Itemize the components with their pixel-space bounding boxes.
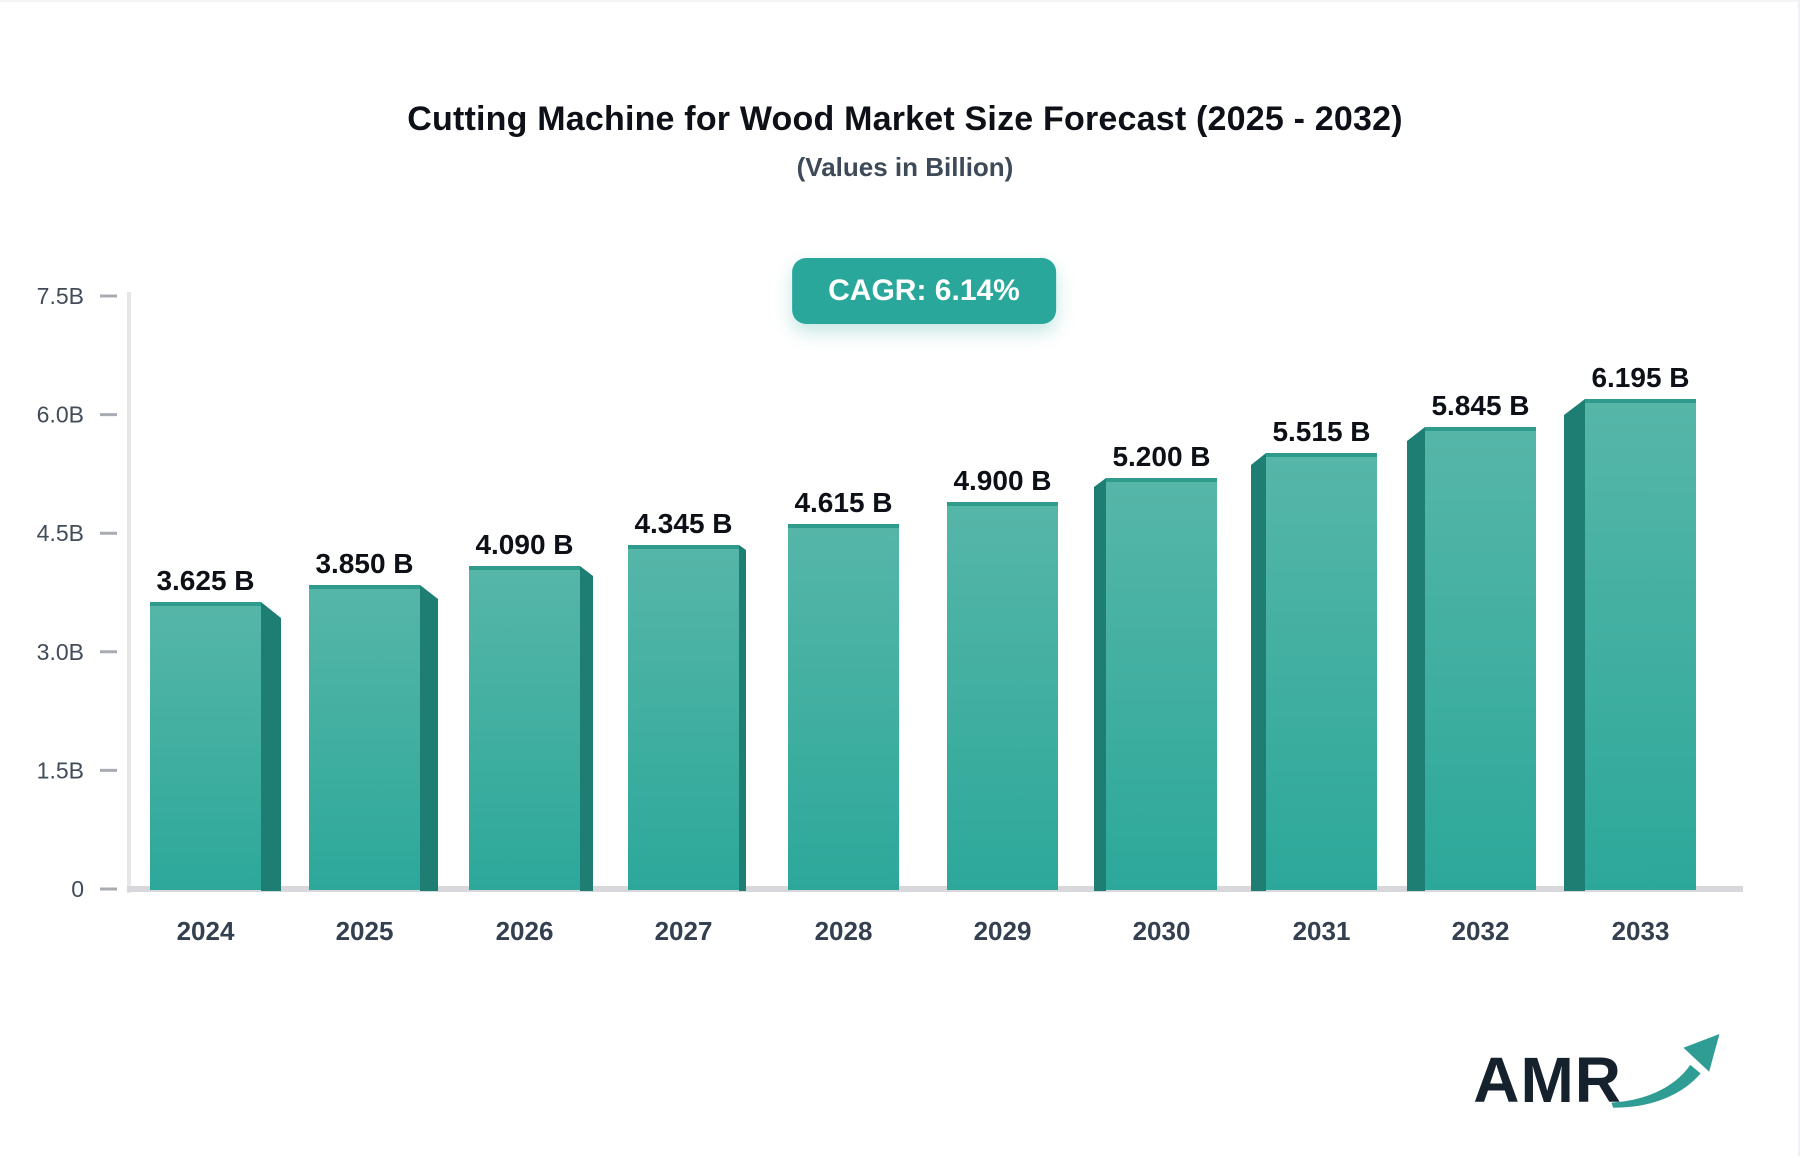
bar-top-edge: [1425, 427, 1536, 431]
x-axis-label: 2030: [1133, 916, 1191, 946]
bar-value-label: 4.615 B: [794, 487, 892, 518]
bar-value-label: 3.625 B: [156, 565, 254, 596]
bar-side-face: [1407, 427, 1425, 891]
bar-2033: [1585, 399, 1696, 890]
amr-logo: AMR: [1473, 1030, 1728, 1112]
bar-value-label: 3.850 B: [315, 548, 413, 579]
y-tick-label: 0: [71, 876, 84, 902]
amr-logo-text: AMR: [1473, 1044, 1622, 1116]
y-tick-label: 4.5B: [37, 520, 84, 546]
bar-top-edge: [788, 524, 899, 528]
bar-2031: [1266, 453, 1377, 890]
bar-2026: [469, 566, 580, 890]
bar-2029: [947, 502, 1058, 890]
bar-side-face: [1251, 453, 1266, 891]
bar-2028: [788, 524, 899, 890]
x-axis-label: 2025: [336, 916, 394, 946]
cagr-badge: CAGR: 6.14%: [792, 258, 1056, 324]
bar-2030: [1106, 478, 1217, 890]
bar-value-label: 4.090 B: [475, 529, 573, 560]
bar-top-edge: [1585, 399, 1696, 403]
x-axis-label: 2027: [655, 916, 713, 946]
y-tick-label: 6.0B: [37, 402, 84, 428]
y-tick-label: 3.0B: [37, 639, 84, 665]
bar-top-edge: [309, 585, 420, 589]
bar-2025: [309, 585, 420, 890]
growth-arrow-icon: [1611, 1034, 1720, 1108]
bar-2032: [1425, 427, 1536, 890]
page-subtitle: (Values in Billion): [796, 152, 1014, 182]
bar-side-face: [739, 545, 746, 891]
bar-value-label: 4.900 B: [953, 465, 1051, 496]
bar-side-face: [1094, 478, 1106, 891]
x-axis-label: 2032: [1452, 916, 1510, 946]
bar-2027: [628, 545, 739, 890]
x-axis-label: 2024: [177, 916, 235, 946]
bar-2024: [150, 602, 261, 890]
y-axis-line: [127, 292, 131, 893]
bar-value-label: 6.195 B: [1591, 362, 1689, 393]
page-title: Cutting Machine for Wood Market Size For…: [407, 100, 1403, 138]
bar-value-label: 5.845 B: [1431, 390, 1529, 421]
x-axis-label: 2029: [974, 916, 1032, 946]
bar-side-face: [1564, 399, 1585, 891]
x-axis-label: 2031: [1293, 916, 1351, 946]
bar-top-edge: [628, 545, 739, 549]
x-axis-label: 2028: [815, 916, 873, 946]
y-tick-label: 1.5B: [37, 757, 84, 783]
bar-side-face: [261, 602, 281, 891]
bar-top-edge: [1266, 453, 1377, 457]
bar-side-face: [580, 566, 593, 891]
bar-top-edge: [150, 602, 261, 606]
bar-top-edge: [1106, 478, 1217, 482]
x-axis-label: 2033: [1612, 916, 1670, 946]
bar-top-edge: [947, 502, 1058, 506]
x-axis-baseline: [127, 886, 1743, 892]
bar-side-face: [420, 585, 438, 891]
x-axis-label: 2026: [496, 916, 554, 946]
bar-value-label: 5.200 B: [1112, 441, 1210, 472]
bar-value-label: 5.515 B: [1272, 416, 1370, 447]
bar-top-edge: [469, 566, 580, 570]
y-tick-label: 7.5B: [37, 283, 84, 309]
bar-value-label: 4.345 B: [634, 508, 732, 539]
